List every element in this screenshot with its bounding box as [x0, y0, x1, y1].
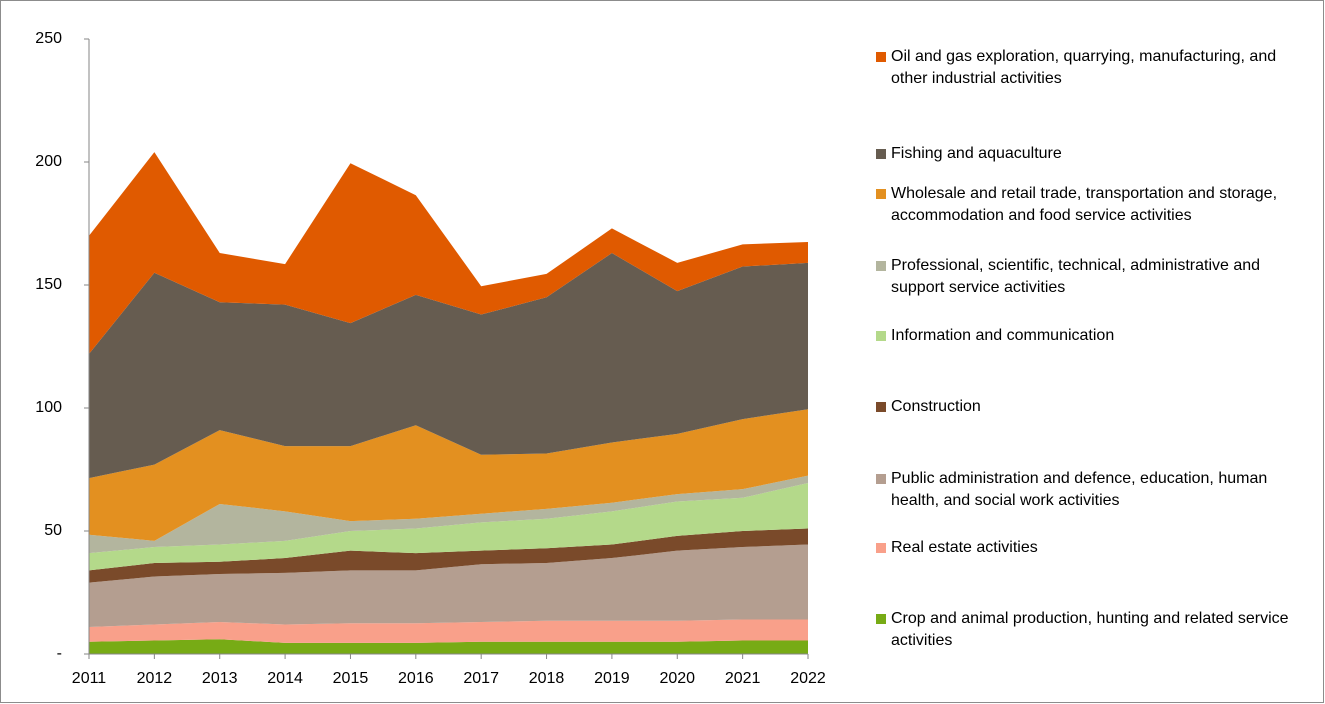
legend-item: Professional, scientific, technical, adm… [876, 255, 1306, 299]
area [89, 152, 808, 354]
area [89, 483, 808, 571]
area [89, 528, 808, 583]
legend-swatch [876, 149, 886, 159]
legend-label: Professional, scientific, technical, adm… [891, 257, 1261, 296]
x-tick-label: 2018 [529, 670, 565, 687]
legend-swatch [876, 331, 886, 341]
area [89, 639, 808, 654]
legend-item: Crop and animal production, hunting and … [876, 608, 1306, 652]
y-tick-label: 100 [35, 399, 62, 416]
area [89, 409, 808, 541]
legend-item: Information and communication [876, 325, 1306, 347]
legend-swatch [876, 402, 886, 412]
area [89, 253, 808, 479]
legend-swatch [876, 474, 886, 484]
legend-swatch [876, 52, 886, 62]
legend-item: Real estate activities [876, 537, 1306, 559]
legend-label: Oil and gas exploration, quarrying, manu… [891, 48, 1277, 87]
y-tick-label: - [57, 645, 62, 662]
legend-swatch [876, 543, 886, 553]
y-tick-label: 250 [35, 30, 62, 47]
y-tick-label: 200 [35, 153, 62, 170]
legend-swatch [876, 261, 886, 271]
x-tick-label: 2016 [398, 670, 434, 687]
x-tick-label: 2015 [333, 670, 369, 687]
legend-label: Real estate activities [891, 539, 1038, 556]
area [89, 544, 808, 627]
legend-item: Fishing and aquaculture [876, 143, 1306, 165]
x-tick-label: 2013 [202, 670, 238, 687]
legend-swatch [876, 614, 886, 624]
x-tick-label: 2022 [790, 670, 826, 687]
legend-item: Wholesale and retail trade, transportati… [876, 183, 1306, 227]
x-tick-label: 2020 [659, 670, 695, 687]
legend-label: Information and communication [891, 327, 1115, 344]
y-tick-label: 50 [44, 522, 62, 539]
legend-label: Wholesale and retail trade, transportati… [891, 185, 1278, 224]
legend-label: Crop and animal production, hunting and … [891, 610, 1289, 649]
legend-swatch [876, 189, 886, 199]
x-tick-label: 2019 [594, 670, 630, 687]
x-tick-label: 2017 [463, 670, 499, 687]
area [89, 475, 808, 554]
area [89, 619, 808, 643]
x-tick-label: 2014 [267, 670, 303, 687]
x-tick-label: 2012 [137, 670, 173, 687]
legend-item: Public administration and defence, educa… [876, 468, 1306, 512]
legend-item: Construction [876, 396, 1306, 418]
legend-label: Fishing and aquaculture [891, 145, 1062, 162]
legend-item: Oil and gas exploration, quarrying, manu… [876, 46, 1306, 90]
legend-label: Public administration and defence, educa… [891, 470, 1268, 509]
legend-label: Construction [891, 398, 981, 415]
x-tick-label: 2021 [725, 670, 761, 687]
y-tick-label: 150 [35, 276, 62, 293]
x-tick-label: 2011 [72, 670, 107, 687]
